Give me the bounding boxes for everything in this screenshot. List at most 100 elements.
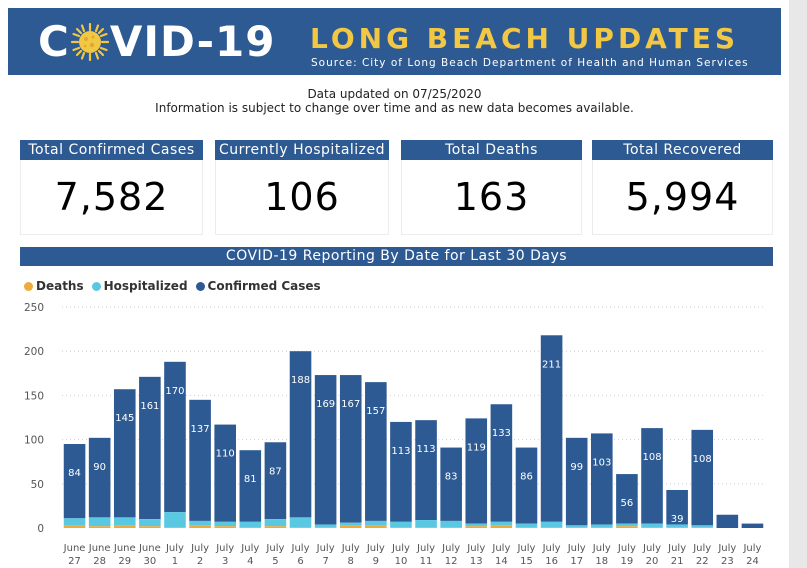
bar-group[interactable]: 86	[515, 447, 538, 528]
kpi-total-deaths[interactable]: Total Deaths 163	[401, 140, 582, 236]
x-tick-month: July	[617, 543, 636, 554]
x-tick-month: July	[542, 543, 561, 554]
bar-hospitalized	[189, 520, 211, 526]
x-tick-day: 10	[395, 556, 408, 567]
bar-deaths	[490, 525, 513, 528]
bar-value-label: 83	[445, 472, 458, 483]
y-tick-label: 50	[31, 479, 44, 491]
bar-group[interactable]: 108	[691, 429, 714, 528]
x-tick-day: 1	[172, 556, 178, 567]
covid-logo: C	[38, 18, 275, 66]
bar-hospitalized	[540, 521, 563, 528]
bar-group[interactable]: 113	[390, 421, 412, 528]
legend-label: Hospitalized	[103, 279, 188, 293]
bar-group[interactable]: 211	[540, 335, 563, 528]
bar-deaths	[264, 526, 287, 528]
bar-hospitalized	[515, 523, 538, 528]
bar-deaths	[365, 525, 387, 528]
bar-hospitalized	[465, 523, 488, 527]
bar-value-label: 133	[492, 428, 511, 439]
kpi-label: Total Recovered	[592, 140, 773, 160]
x-tick-day: 29	[118, 556, 131, 567]
bar-hospitalized	[214, 521, 236, 527]
bar-group[interactable]: 87	[264, 442, 287, 528]
bar-group[interactable]	[716, 514, 739, 528]
bar-group[interactable]: 81	[239, 450, 262, 528]
bar-value-label: 170	[165, 386, 184, 397]
bar-deaths	[390, 527, 412, 528]
bar-confirmed	[189, 399, 211, 521]
bar-group[interactable]: 83	[440, 447, 462, 528]
bar-deaths	[616, 526, 638, 528]
bar-hospitalized	[415, 520, 437, 528]
y-tick-label: 150	[24, 390, 44, 402]
bar-group[interactable]: 84	[63, 444, 86, 528]
legend-item-hospitalized[interactable]: Hospitalized	[91, 279, 188, 293]
kpi-label: Total Deaths	[401, 140, 582, 160]
bar-group[interactable]: 145	[113, 389, 136, 528]
legend-dot	[91, 281, 101, 291]
bar-group[interactable]: 113	[415, 420, 437, 528]
bar-confirmed	[540, 335, 563, 522]
x-tick-day: 24	[746, 556, 759, 567]
x-tick-month: July	[441, 543, 460, 554]
bar-value-label: 108	[642, 452, 661, 463]
x-tick-month: July	[291, 543, 310, 554]
x-tick-day: 23	[721, 556, 734, 567]
bar-group[interactable]: 99	[565, 437, 588, 528]
bar-confirmed	[365, 382, 387, 521]
bar-confirmed	[239, 450, 262, 522]
bar-hospitalized	[113, 517, 136, 526]
bar-deaths	[415, 527, 437, 528]
bar-hospitalized	[616, 523, 638, 527]
legend-label: Confirmed Cases	[207, 279, 321, 293]
x-tick-day: 7	[322, 556, 328, 567]
bar-confirmed	[691, 429, 714, 526]
bar-group[interactable]: 110	[214, 424, 236, 528]
bar-deaths	[465, 526, 488, 528]
logo-suffix: VID-19	[109, 17, 276, 66]
x-tick-month: July	[642, 543, 661, 554]
kpi-total-recovered[interactable]: Total Recovered 5,994	[592, 140, 773, 236]
x-tick-day: 15	[520, 556, 533, 567]
x-tick-month: July	[416, 543, 435, 554]
bar-hospitalized	[289, 517, 312, 528]
bar-group[interactable]: 39	[666, 489, 688, 528]
x-tick-day: 5	[272, 556, 278, 567]
bar-group[interactable]: 90	[88, 437, 111, 528]
kpi-currently-hospitalized[interactable]: Currently Hospitalized 106	[215, 140, 389, 236]
legend-item-deaths[interactable]: Deaths	[24, 279, 84, 293]
bar-confirmed	[88, 437, 111, 518]
y-tick-label: 250	[24, 302, 44, 314]
bar-group[interactable]: 103	[591, 433, 613, 528]
bar-group[interactable]: 188	[289, 351, 312, 528]
bar-group[interactable]: 137	[189, 399, 211, 528]
bar-group[interactable]: 157	[365, 382, 387, 528]
bar-group[interactable]	[741, 523, 764, 528]
bar-group[interactable]: 170	[164, 361, 186, 528]
bar-deaths	[214, 526, 236, 528]
bar-group[interactable]: 56	[616, 474, 638, 528]
bar-value-label: 81	[244, 474, 257, 485]
bar-confirmed	[139, 376, 161, 520]
bar-group[interactable]: 119	[465, 418, 488, 528]
bar-deaths	[63, 525, 86, 528]
x-tick-day: 13	[470, 556, 483, 567]
legend-item-confirmed[interactable]: Confirmed Cases	[195, 279, 321, 293]
window-gutter	[789, 0, 807, 568]
bar-group[interactable]: 167	[339, 375, 362, 528]
legend-dot	[195, 281, 205, 291]
bar-group[interactable]: 133	[490, 404, 513, 528]
x-tick-month: July	[341, 543, 360, 554]
logo-prefix: C	[38, 17, 70, 66]
bar-group[interactable]: 169	[314, 375, 337, 528]
x-tick-day: 12	[445, 556, 458, 567]
bar-hospitalized	[440, 520, 462, 528]
bar-value-label: 211	[542, 359, 561, 370]
bar-group[interactable]: 161	[139, 376, 161, 528]
x-tick-month: June	[113, 543, 136, 554]
bar-confirmed	[415, 420, 437, 521]
kpi-total-confirmed[interactable]: Total Confirmed Cases 7,582	[20, 140, 203, 236]
x-tick-month: July	[567, 543, 586, 554]
bar-group[interactable]: 108	[641, 428, 663, 528]
